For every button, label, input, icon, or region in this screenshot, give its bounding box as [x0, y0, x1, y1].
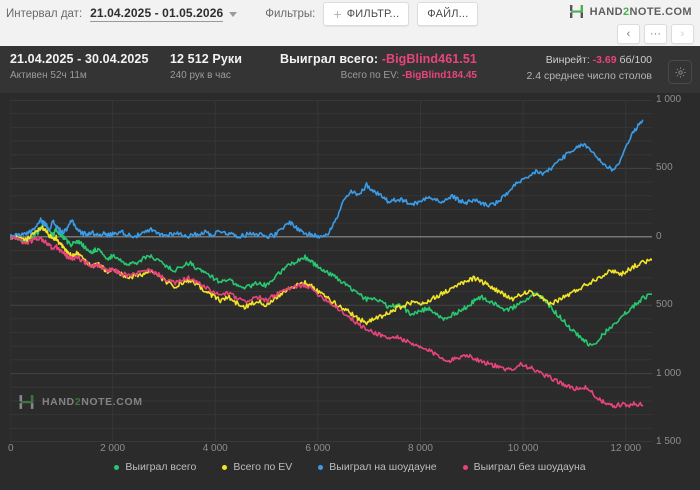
- y-axis-tick: 1 500: [656, 436, 682, 447]
- y-axis-tick: 1 000: [656, 367, 682, 379]
- legend-item[interactable]: Всего по EV: [222, 461, 292, 473]
- add-filter-button[interactable]: + ФИЛЬТР...: [323, 2, 410, 26]
- top-toolbar: Интервал дат: 21.04.2025 - 01.05.2026 Фи…: [0, 0, 700, 46]
- y-axis-tick: 0: [656, 230, 662, 242]
- legend-label: Всего по EV: [233, 461, 293, 473]
- stat-hands-per-hour: 240 рук в час: [170, 70, 231, 81]
- hand2note-logo-icon: [569, 4, 585, 19]
- hand2note-logo-text: HAND2NOTE.COM: [589, 5, 692, 18]
- stat-active-time: Активен 52ч 11м: [10, 70, 87, 81]
- x-axis-tick: 4 000: [202, 443, 228, 454]
- stat-total-won-line: Выиграл всего: -BigBlind461.51: [280, 52, 477, 66]
- x-axis-tick: 12 000: [610, 443, 642, 454]
- stat-winrate: Винрейт: -3.69 бб/100 2.4 среднее число …: [526, 54, 652, 82]
- plus-icon: +: [333, 6, 342, 22]
- chart-watermark: HAND2NOTE.COM: [18, 394, 143, 410]
- y-axis-tick: 500: [656, 299, 673, 311]
- x-axis-tick: 8 000: [407, 443, 433, 454]
- filters-label: Фильтры:: [265, 8, 316, 20]
- watermark-logo-icon: [18, 394, 36, 410]
- chart-svg: [10, 100, 652, 442]
- legend-label: Выиграл на шоудауне: [329, 461, 437, 473]
- watermark-text: HAND2NOTE.COM: [42, 396, 143, 408]
- stat-winrate-line: Винрейт: -3.69 бб/100: [526, 54, 652, 66]
- session-stats-bar: 21.04.2025 - 30.04.2025 Активен 52ч 11м …: [0, 46, 700, 94]
- y-axis: 1 000 500 0 500 1 000 1 500: [656, 94, 700, 454]
- legend-item[interactable]: Выиграл без шоудауна: [462, 461, 586, 473]
- x-axis-tick: 0: [8, 443, 14, 454]
- hand2note-logo: HAND2NOTE.COM: [569, 4, 692, 19]
- legend-color-dot: [222, 464, 228, 470]
- legend-color-dot: [114, 464, 120, 470]
- x-axis: 0 2 000 4 000 6 000 8 000 10 000 12 000: [0, 443, 700, 463]
- stat-ev-line: Всего по EV: -BigBlind184.45: [280, 70, 477, 81]
- stat-date-range: 21.04.2025 - 30.04.2025 Активен 52ч 11м: [10, 52, 149, 81]
- more-pages-button[interactable]: ···: [644, 24, 667, 44]
- next-page-button[interactable]: ›: [671, 24, 694, 44]
- prev-page-button[interactable]: ‹: [617, 24, 640, 44]
- y-axis-tick: 500: [656, 162, 673, 174]
- stat-hands: 12 512 Руки 240 рук в час: [170, 52, 242, 81]
- legend-item[interactable]: Выиграл на шоудауне: [318, 461, 437, 473]
- legend-color-dot: [462, 464, 468, 470]
- chart-legend: Выиграл всего Всего по EV Выиграл на шоуда…: [0, 461, 700, 473]
- stat-winrate-unit: бб/100: [619, 54, 652, 66]
- y-axis-tick: 1 000: [656, 94, 682, 105]
- chevron-down-icon: [229, 11, 238, 17]
- stat-ev-label: Всего по EV:: [340, 70, 400, 81]
- toolbar-controls: Интервал дат: 21.04.2025 - 01.05.2026 Фи…: [6, 0, 479, 28]
- stat-winrate-label: Винрейт:: [545, 54, 590, 66]
- x-axis-tick: 10 000: [507, 443, 539, 454]
- date-interval-label: Интервал дат:: [6, 8, 83, 20]
- winnings-chart: HAND2NOTE.COM 1 000 500 0 500 1 000 1 500 0 2 …: [0, 94, 700, 490]
- legend-label: Выиграл всего: [125, 461, 197, 473]
- x-axis-tick: 2 000: [100, 443, 126, 454]
- stat-total-won-value: -BigBlind461.51: [381, 52, 477, 66]
- stat-hands-value: 12 512 Руки: [170, 52, 243, 66]
- pagination-controls: ‹ ··· ›: [617, 24, 694, 44]
- chart-plot-area: [10, 100, 652, 442]
- legend-label: Выиграл без шоудауна: [473, 461, 586, 473]
- stat-date-range-value: 21.04.2025 - 30.04.2025: [10, 52, 149, 66]
- stat-total-won-label: Выиграл всего:: [280, 52, 379, 66]
- legend-item[interactable]: Выиграл всего: [114, 461, 196, 473]
- stat-avg-tables: 2.4 среднее число столов: [526, 70, 652, 82]
- gear-icon[interactable]: [668, 60, 692, 84]
- legend-color-dot: [318, 464, 324, 470]
- x-axis-tick: 6 000: [305, 443, 331, 454]
- add-filter-label: ФИЛЬТР...: [346, 8, 400, 20]
- file-button[interactable]: ФАЙЛ...: [417, 2, 479, 26]
- stat-ev-value: -BigBlind184.45: [401, 70, 477, 81]
- date-range-picker[interactable]: 21.04.2025 - 01.05.2026: [90, 6, 238, 22]
- file-button-label: ФАЙЛ...: [427, 8, 469, 20]
- stat-winrate-value: -3.69: [592, 54, 617, 66]
- stat-total-won: Выиграл всего: -BigBlind461.51 Всего по …: [280, 52, 477, 81]
- date-range-value: 21.04.2025 - 01.05.2026: [90, 6, 224, 22]
